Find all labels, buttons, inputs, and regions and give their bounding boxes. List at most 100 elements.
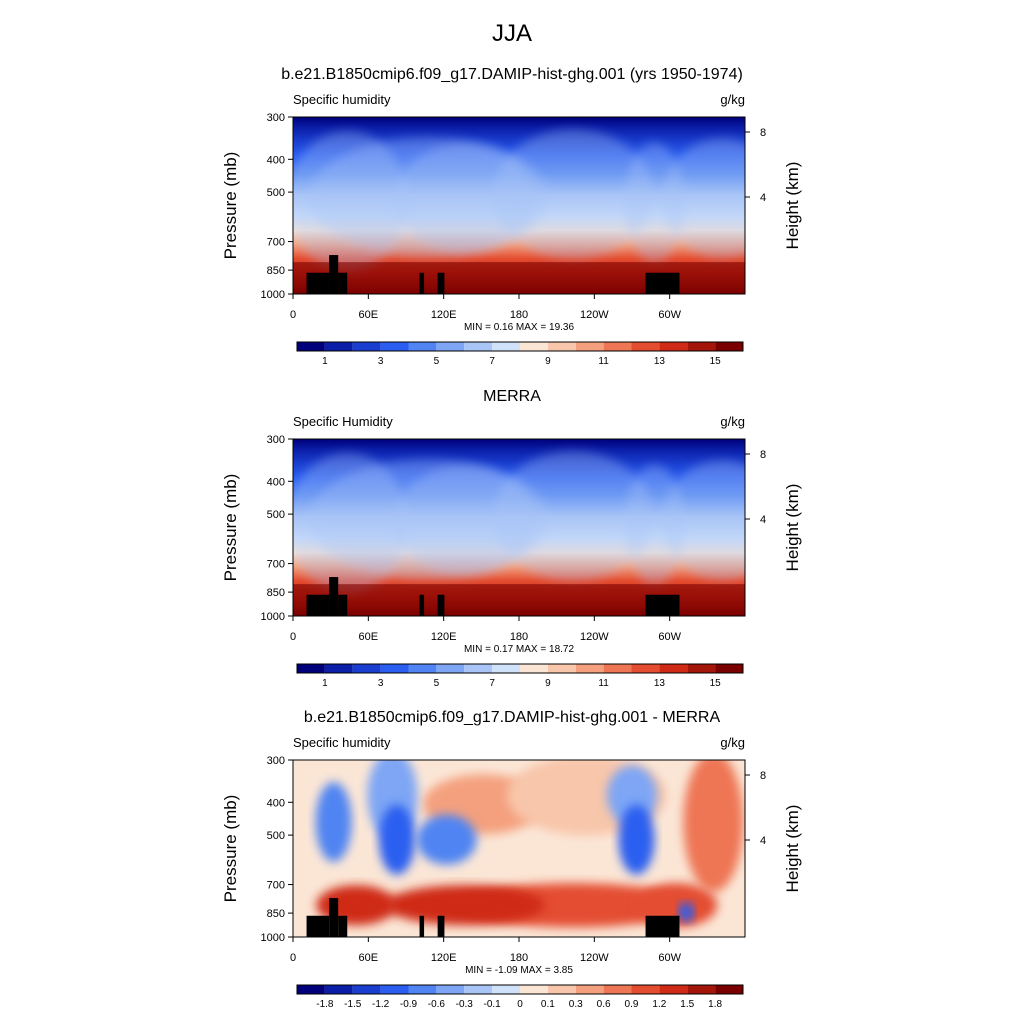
colorbar-swatch xyxy=(352,985,381,994)
right-axis-title: Height (km) xyxy=(783,805,802,893)
height-tick-label: 4 xyxy=(760,192,766,204)
colorbar-label: -1.5 xyxy=(344,999,362,1010)
colorbar-swatch xyxy=(380,985,409,994)
figure-title: JJA xyxy=(491,20,532,47)
units-label: g/kg xyxy=(720,414,745,429)
x-tick-label: 120E xyxy=(431,952,457,964)
contour-field xyxy=(293,117,745,294)
colorbar-swatch xyxy=(631,664,660,673)
y-tick-label: 700 xyxy=(267,880,285,892)
height-tick-label: 8 xyxy=(760,770,766,782)
colorbar-swatch xyxy=(464,342,493,351)
terrain-mask xyxy=(329,898,339,937)
colorbar-swatch xyxy=(380,664,409,673)
x-tick-label: 0 xyxy=(290,631,296,643)
y-tick-label: 400 xyxy=(267,154,285,166)
terrain-mask xyxy=(338,594,348,616)
colorbar-swatch xyxy=(324,342,353,351)
colorbar-swatch xyxy=(352,664,381,673)
colorbar-frame xyxy=(296,663,744,674)
terrain-mask xyxy=(645,594,680,616)
right-axis-title: Height (km) xyxy=(783,162,802,250)
terrain-mask xyxy=(329,255,339,294)
colorbar-label: 0.3 xyxy=(569,999,583,1010)
terrain-mask xyxy=(306,272,330,294)
colorbar-swatch xyxy=(715,342,743,351)
colorbar-swatch xyxy=(547,664,576,673)
colorbar-label: -1.8 xyxy=(316,999,334,1010)
variable-label: Specific humidity xyxy=(293,735,391,750)
colorbar-swatch xyxy=(687,985,716,994)
variable-label: Specific humidity xyxy=(293,92,391,107)
colorbar-label: 15 xyxy=(710,356,722,367)
colorbar-label: 1.2 xyxy=(652,999,666,1010)
colorbar-label: 1 xyxy=(322,678,328,689)
colorbar-label: 3 xyxy=(378,678,384,689)
colorbar-label: -1.2 xyxy=(372,999,390,1010)
colorbar-label: 0 xyxy=(517,999,523,1010)
colorbar-label: 0.6 xyxy=(597,999,611,1010)
colorbar-swatch xyxy=(297,664,325,673)
contour-field xyxy=(293,760,745,937)
colorbar-swatch xyxy=(492,342,520,351)
right-axis-title: Height (km) xyxy=(783,484,802,572)
colorbar-label: 11 xyxy=(598,356,609,367)
y-axis-title: Pressure (mb) xyxy=(221,152,240,260)
colorbar-swatch xyxy=(408,664,437,673)
colorbar-label: 9 xyxy=(545,356,551,367)
units-label: g/kg xyxy=(720,92,745,107)
colorbar-swatch xyxy=(575,985,604,994)
colorbar-swatch xyxy=(603,342,632,351)
panel-title: b.e21.B1850cmip6.f09_g17.DAMIP-hist-ghg.… xyxy=(281,66,743,83)
terrain-mask xyxy=(338,915,348,937)
colorbar-frame xyxy=(296,984,744,995)
colorbar-label: 15 xyxy=(710,678,722,689)
panel-3: b.e21.B1850cmip6.f09_g17.DAMIP-hist-ghg.… xyxy=(221,709,802,1010)
height-tick-label: 4 xyxy=(760,835,766,847)
colorbar-swatch xyxy=(575,664,604,673)
y-tick-label: 300 xyxy=(267,755,285,767)
terrain-mask xyxy=(329,577,339,616)
colorbar-swatch xyxy=(464,664,493,673)
colorbar-swatch xyxy=(436,342,465,351)
x-tick-label: 60E xyxy=(359,631,379,643)
panel-1: b.e21.B1850cmip6.f09_g17.DAMIP-hist-ghg.… xyxy=(221,66,802,367)
colorbar-label: 1.5 xyxy=(680,999,694,1010)
y-tick-label: 300 xyxy=(267,112,285,124)
colorbar-swatch xyxy=(464,985,493,994)
colorbar-swatch xyxy=(687,342,716,351)
y-tick-label: 300 xyxy=(267,434,285,446)
colorbar-label: 5 xyxy=(434,356,440,367)
colorbar-frame xyxy=(296,341,744,352)
colorbar-label: 9 xyxy=(545,678,551,689)
colorbar-swatch xyxy=(520,342,548,351)
colorbar-label: 3 xyxy=(378,356,384,367)
y-tick-label: 400 xyxy=(267,476,285,488)
y-tick-label: 850 xyxy=(267,587,285,599)
colorbar-swatch xyxy=(436,985,465,994)
colorbar-label: -0.1 xyxy=(484,999,502,1010)
panel-title: b.e21.B1850cmip6.f09_g17.DAMIP-hist-ghg.… xyxy=(304,709,721,726)
terrain-mask xyxy=(437,915,445,937)
y-tick-label: 1000 xyxy=(261,289,285,301)
contour-field xyxy=(293,439,745,616)
y-tick-label: 850 xyxy=(267,265,285,277)
y-tick-label: 700 xyxy=(267,237,285,249)
panel-title: MERRA xyxy=(483,388,541,405)
colorbar-label: 5 xyxy=(434,678,440,689)
colorbar-swatch xyxy=(631,342,660,351)
colorbar-swatch xyxy=(575,342,604,351)
height-tick-label: 8 xyxy=(760,127,766,139)
colorbar-swatch xyxy=(297,342,325,351)
colorbar-swatch xyxy=(492,664,520,673)
colorbar-swatch xyxy=(715,985,743,994)
x-tick-label: 0 xyxy=(290,952,296,964)
terrain-mask xyxy=(338,272,348,294)
colorbar-swatch xyxy=(631,985,660,994)
y-tick-label: 700 xyxy=(267,559,285,571)
colorbar-swatch xyxy=(520,664,548,673)
colorbar-swatch xyxy=(408,985,437,994)
terrain-mask xyxy=(306,594,330,616)
